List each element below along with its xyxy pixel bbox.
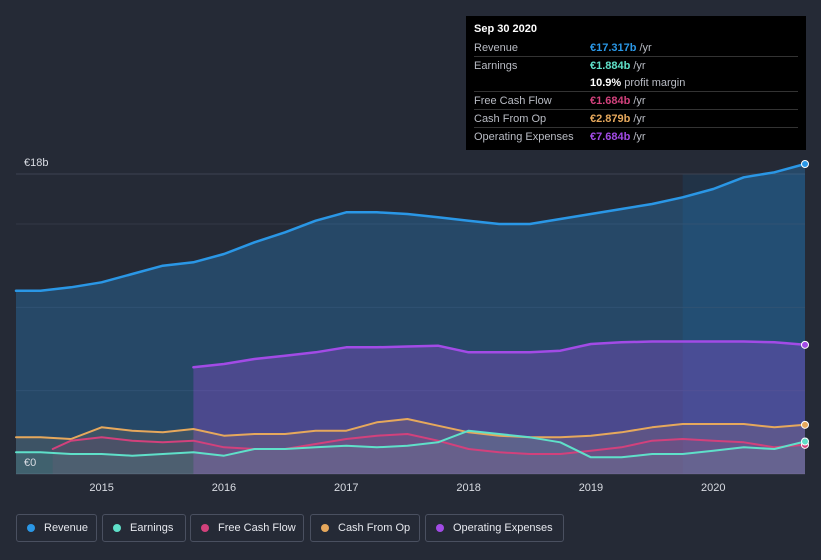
financial-chart: €18b €0 2015 2016 2017 2018 2019 2020 — [14, 157, 809, 494]
cfo-end-marker — [801, 420, 809, 429]
tooltip-date: Sep 30 2020 — [474, 23, 537, 35]
tooltip-label: Earnings — [474, 59, 518, 72]
series-end-markers — [801, 160, 809, 449]
tooltip-unit: /yr — [639, 41, 652, 54]
tooltip-unit: /yr — [633, 112, 646, 125]
series-areas — [16, 164, 805, 474]
tooltip-row-profit-margin: 10.9% profit margin — [474, 74, 798, 92]
legend-item-opex[interactable]: Operating Expenses — [425, 514, 564, 542]
legend-label: Revenue — [44, 522, 89, 534]
legend-item-fcf[interactable]: Free Cash Flow — [190, 514, 304, 542]
x-axis-ticks: 2015 2016 2017 2018 2019 2020 — [89, 482, 725, 494]
tooltip-label: Revenue — [474, 41, 519, 54]
legend-item-revenue[interactable]: Revenue — [16, 514, 97, 542]
opex-end-marker — [801, 340, 809, 349]
tooltip-row-fcf: Free Cash Flow €1.684b /yr — [474, 92, 798, 110]
x-tick-label: 2017 — [334, 482, 358, 494]
tooltip-value: €1.684b — [590, 94, 631, 107]
legend-item-cfo[interactable]: Cash From Op — [310, 514, 420, 542]
y-axis-top-label: €18b — [24, 157, 48, 169]
tooltip-value: €17.317b — [590, 41, 637, 54]
tooltip-label: Cash From Op — [474, 112, 547, 125]
revenue-end-marker — [801, 160, 809, 168]
cfo-line — [15, 418, 806, 440]
tooltip-row-opex: Operating Expenses €7.684b /yr — [474, 128, 798, 145]
earnings-end-marker — [801, 437, 809, 446]
tooltip: Sep 30 2020 Revenue €17.317b /yr Earning… — [466, 16, 806, 150]
legend-label: Cash From Op — [338, 522, 411, 534]
revenue-line — [14, 162, 807, 292]
legend-label: Operating Expenses — [453, 522, 553, 534]
x-tick-label: 2016 — [212, 482, 236, 494]
tooltip-value: €7.684b — [590, 130, 631, 143]
cfo-dot-icon — [321, 524, 329, 532]
legend-label: Earnings — [130, 522, 174, 534]
tooltip-unit: profit margin — [624, 76, 686, 89]
y-axis-bottom-label: €0 — [24, 457, 36, 469]
tooltip-row-earnings: Earnings €1.884b /yr — [474, 57, 798, 74]
grid-lines — [16, 173, 805, 475]
tooltip-row-revenue: Revenue €17.317b /yr — [474, 39, 798, 57]
tooltip-unit: /yr — [633, 94, 646, 107]
opex-dot-icon — [436, 524, 444, 532]
x-tick-label: 2018 — [456, 482, 480, 494]
legend-label: Free Cash Flow — [218, 522, 296, 534]
tooltip-label: Free Cash Flow — [474, 94, 552, 107]
earnings-line — [15, 429, 806, 459]
tooltip-row-cfo: Cash From Op €2.879b /yr — [474, 110, 798, 128]
earnings-dot-icon — [113, 524, 121, 532]
revenue-area — [16, 164, 805, 474]
x-tick-label: 2019 — [579, 482, 603, 494]
legend-item-earnings[interactable]: Earnings — [102, 514, 186, 542]
cfo-area — [16, 419, 805, 474]
tooltip-value: 10.9% — [590, 76, 622, 89]
x-tick-label: 2015 — [89, 482, 113, 494]
fcf-line — [51, 433, 806, 455]
earnings-area — [16, 430, 805, 474]
tooltip-unit: /yr — [633, 130, 646, 143]
fcf-area — [52, 434, 805, 474]
opex-line — [192, 340, 807, 369]
series-lines — [14, 162, 807, 459]
tooltip-label: Operating Expenses — [474, 130, 574, 143]
tooltip-value: €1.884b — [590, 59, 631, 72]
revenue-dot-icon — [27, 524, 35, 532]
tooltip-unit: /yr — [633, 59, 646, 72]
fcf-dot-icon — [201, 524, 209, 532]
tooltip-value: €2.879b — [590, 112, 631, 125]
x-tick-label: 2020 — [701, 482, 725, 494]
